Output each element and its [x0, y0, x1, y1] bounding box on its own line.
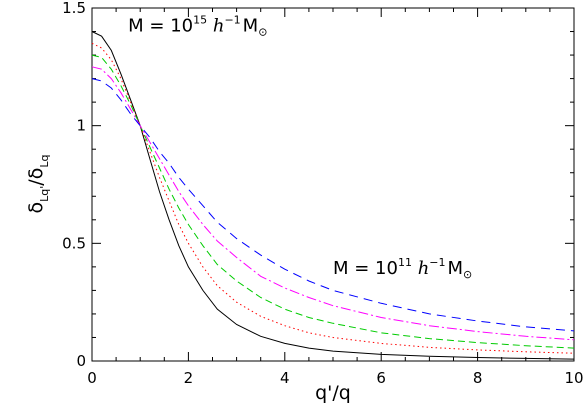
- y-axis-label-delta1: δ: [25, 202, 47, 214]
- y-axis-label-slash: /: [25, 179, 47, 186]
- series-line-3: [91, 54, 575, 349]
- y-tick-label: 1: [76, 117, 86, 135]
- y-tick-label: 0.5: [62, 234, 86, 252]
- x-tick-label: 2: [184, 369, 194, 387]
- series-group: [91, 31, 575, 360]
- y-tick-label: 0: [76, 352, 86, 370]
- mass-annotation-1: M = 1015 h−1 M⊙: [128, 14, 267, 39]
- series-line-5: [91, 78, 575, 332]
- series-line-4: [91, 66, 575, 341]
- x-tick-label: 6: [376, 369, 386, 387]
- y-tick-label: 1.5: [62, 0, 86, 17]
- x-tick-label: 8: [473, 369, 483, 387]
- ticks: 0 2 4 6 8 10 0 0.5 1 1.5: [62, 0, 583, 387]
- plot-frame: [91, 7, 575, 362]
- y-axis-label-sub1: Lq': [38, 186, 51, 202]
- annotations: M = 1015 h−1 M⊙ M = 1011 h−1 M⊙: [128, 14, 472, 281]
- mass-annotation-2: M = 1011 h−1 M⊙: [333, 256, 472, 281]
- x-tick-label: 0: [87, 369, 97, 387]
- series-line-2: [91, 42, 575, 354]
- x-tick-label: 10: [564, 369, 583, 387]
- x-tick-label: 4: [280, 369, 290, 387]
- y-axis-label-delta2: δ: [25, 168, 47, 180]
- x-axis-label: q'/q: [315, 382, 351, 404]
- y-axis-label: δLq'/δLq: [25, 155, 51, 214]
- series-line-1: [91, 31, 575, 360]
- y-axis-label-sub2: Lq: [38, 155, 51, 168]
